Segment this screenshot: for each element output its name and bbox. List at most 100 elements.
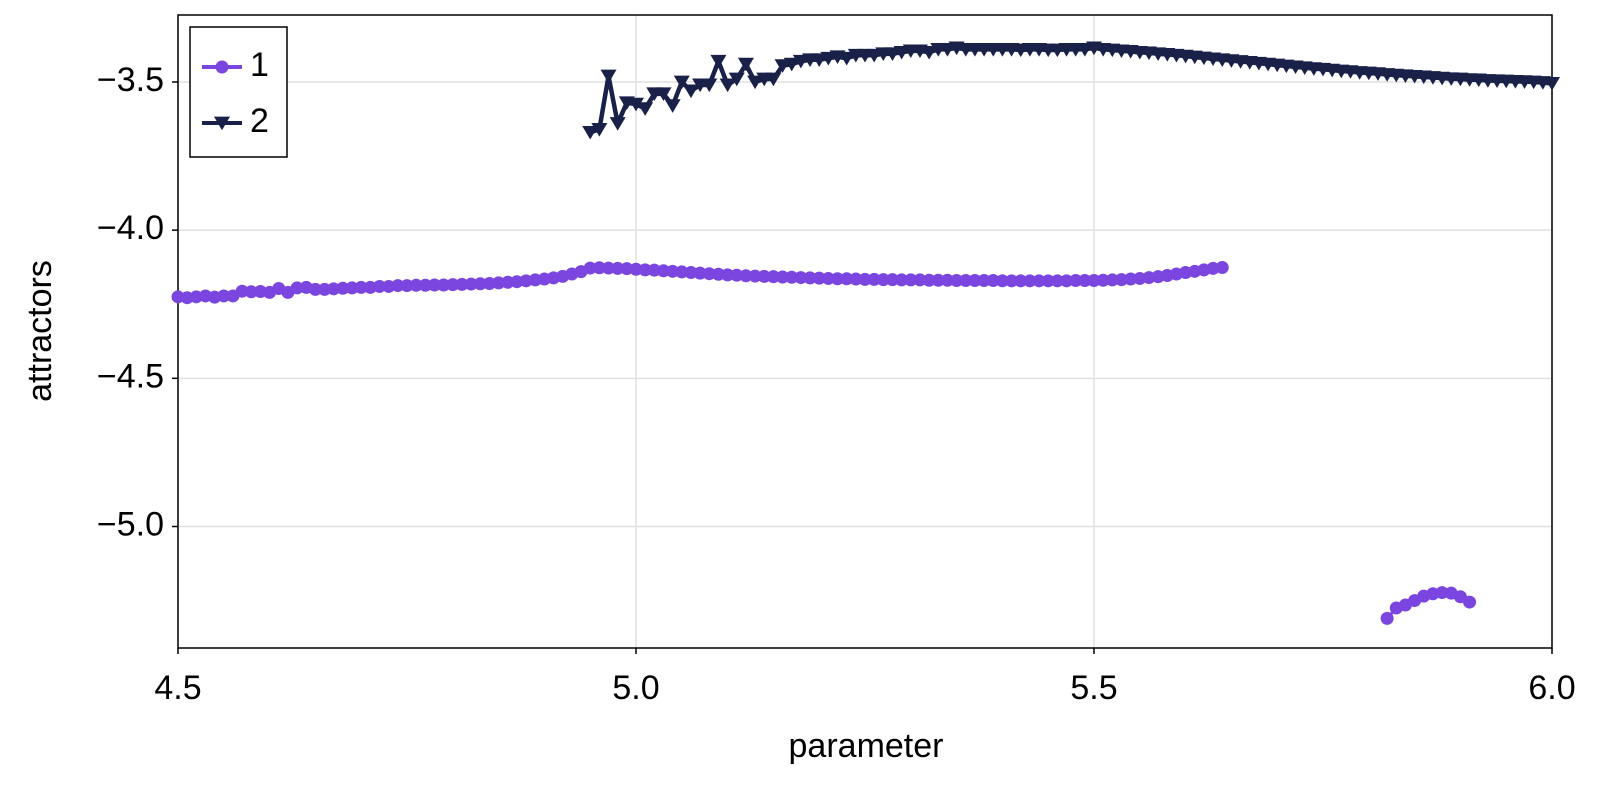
- data-point: [968, 274, 982, 288]
- series-line: [177, 265, 1471, 620]
- data-point: [1544, 77, 1560, 91]
- data-point: [783, 57, 800, 72]
- data-point: [710, 54, 727, 69]
- data-point: [748, 269, 762, 283]
- data-point: [895, 273, 909, 287]
- data-point: [1041, 274, 1055, 288]
- legend-marker: [214, 116, 230, 131]
- data-point: [308, 282, 322, 296]
- data-point: [409, 278, 423, 292]
- data-point: [838, 51, 855, 66]
- data-point: [747, 75, 764, 90]
- data-point: [1032, 274, 1046, 288]
- data-point: [673, 75, 690, 90]
- data-point: [591, 122, 608, 137]
- data-point: [940, 273, 954, 287]
- data-point: [922, 273, 936, 287]
- data-point: [1215, 260, 1229, 274]
- data-point: [959, 274, 973, 288]
- data-point: [774, 59, 791, 73]
- data-point: [811, 53, 828, 67]
- data-point: [950, 274, 964, 288]
- data-point: [664, 99, 681, 113]
- data-point: [1023, 274, 1037, 288]
- data-point: [1087, 274, 1101, 288]
- data-point: [418, 278, 432, 292]
- x-tick-label: 5.5: [1070, 669, 1117, 707]
- data-point: [582, 125, 599, 140]
- data-point: [611, 261, 625, 275]
- data-point: [866, 48, 883, 63]
- data-point: [637, 102, 654, 116]
- data-point: [728, 72, 745, 87]
- data-point: [884, 47, 901, 62]
- data-point: [1069, 274, 1083, 288]
- data-point: [792, 54, 809, 69]
- data-point: [600, 69, 617, 84]
- legend-frame: [189, 26, 288, 158]
- data-point: [913, 273, 927, 287]
- x-tick-label: 6.0: [1528, 669, 1575, 707]
- x-tick-label: 5.0: [612, 669, 659, 707]
- data-point: [776, 270, 790, 284]
- data-point: [336, 281, 350, 295]
- plot-frame: [177, 14, 1553, 649]
- data-point: [939, 42, 956, 57]
- data-point: [977, 274, 991, 288]
- data-point: [986, 274, 1000, 288]
- data-point: [1380, 611, 1394, 625]
- data-point: [785, 270, 799, 284]
- data-point: [1005, 274, 1019, 288]
- data-point: [701, 78, 718, 93]
- data-point: [602, 261, 616, 275]
- data-point: [794, 271, 808, 285]
- data-point: [446, 278, 460, 292]
- data-point: [757, 269, 771, 283]
- y-tick-label: −4.0: [97, 209, 164, 247]
- data-point: [373, 279, 387, 293]
- data-point: [1060, 274, 1074, 288]
- data-point: [831, 272, 845, 286]
- legend-label: 1: [250, 46, 269, 84]
- legend-label: 2: [250, 102, 269, 140]
- data-point: [638, 263, 652, 277]
- data-point: [682, 84, 699, 99]
- data-point: [931, 273, 945, 287]
- data-point: [427, 278, 441, 292]
- data-point: [765, 72, 782, 87]
- data-point: [1076, 42, 1093, 57]
- data-point: [921, 45, 938, 60]
- y-tick-label: −3.5: [97, 61, 164, 99]
- data-point: [1050, 274, 1064, 288]
- data-point: [1463, 595, 1477, 609]
- data-point: [995, 274, 1009, 288]
- data-point: [821, 271, 835, 285]
- data-point: [244, 285, 258, 299]
- x-axis-label: parameter: [789, 727, 944, 765]
- data-point: [217, 289, 231, 303]
- data-point: [464, 277, 478, 291]
- data-point: [437, 278, 451, 292]
- legend: 12: [189, 26, 288, 158]
- data-point: [893, 45, 910, 60]
- data-point: [721, 268, 735, 282]
- data-point: [1014, 274, 1028, 288]
- y-tick-label: −4.5: [97, 357, 164, 395]
- data-point: [737, 57, 754, 72]
- data-point: [812, 271, 826, 285]
- data-point: [1096, 273, 1110, 287]
- x-tick-label: 4.5: [154, 669, 201, 707]
- data-point: [609, 117, 626, 131]
- data-point: [655, 87, 672, 102]
- data-point: [840, 272, 854, 286]
- series-line: [589, 45, 1553, 135]
- data-point: [1078, 274, 1092, 288]
- data-point: [455, 277, 469, 291]
- data-point: [473, 277, 487, 291]
- data-point: [719, 78, 736, 93]
- legend-marker: [215, 60, 229, 74]
- data-point: [628, 97, 644, 112]
- data-point: [803, 271, 817, 285]
- data-point: [867, 272, 881, 286]
- data-point: [849, 272, 863, 286]
